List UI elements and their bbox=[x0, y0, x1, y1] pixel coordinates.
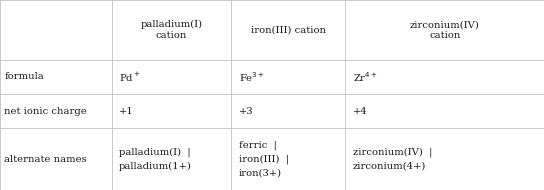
Text: Zr$^{4+}$: Zr$^{4+}$ bbox=[353, 70, 378, 84]
Text: +4: +4 bbox=[353, 107, 368, 116]
Text: net ionic charge: net ionic charge bbox=[4, 107, 87, 116]
Text: formula: formula bbox=[4, 72, 44, 82]
Text: zirconium(IV)
cation: zirconium(IV) cation bbox=[410, 20, 480, 40]
Text: zirconium(IV)  |
zirconium(4+): zirconium(IV) | zirconium(4+) bbox=[353, 148, 432, 171]
Text: +3: +3 bbox=[239, 107, 254, 116]
Text: Fe$^{3+}$: Fe$^{3+}$ bbox=[239, 70, 265, 84]
Text: ferric  |
iron(III)  |
iron(3+): ferric | iron(III) | iron(3+) bbox=[239, 141, 289, 177]
Text: palladium(I)
cation: palladium(I) cation bbox=[140, 20, 202, 40]
Text: palladium(I)  |
palladium(1+): palladium(I) | palladium(1+) bbox=[119, 148, 192, 171]
Text: Pd$^+$: Pd$^+$ bbox=[119, 70, 141, 83]
Text: +1: +1 bbox=[119, 107, 134, 116]
Text: iron(III) cation: iron(III) cation bbox=[251, 25, 326, 34]
Text: alternate names: alternate names bbox=[4, 155, 87, 164]
